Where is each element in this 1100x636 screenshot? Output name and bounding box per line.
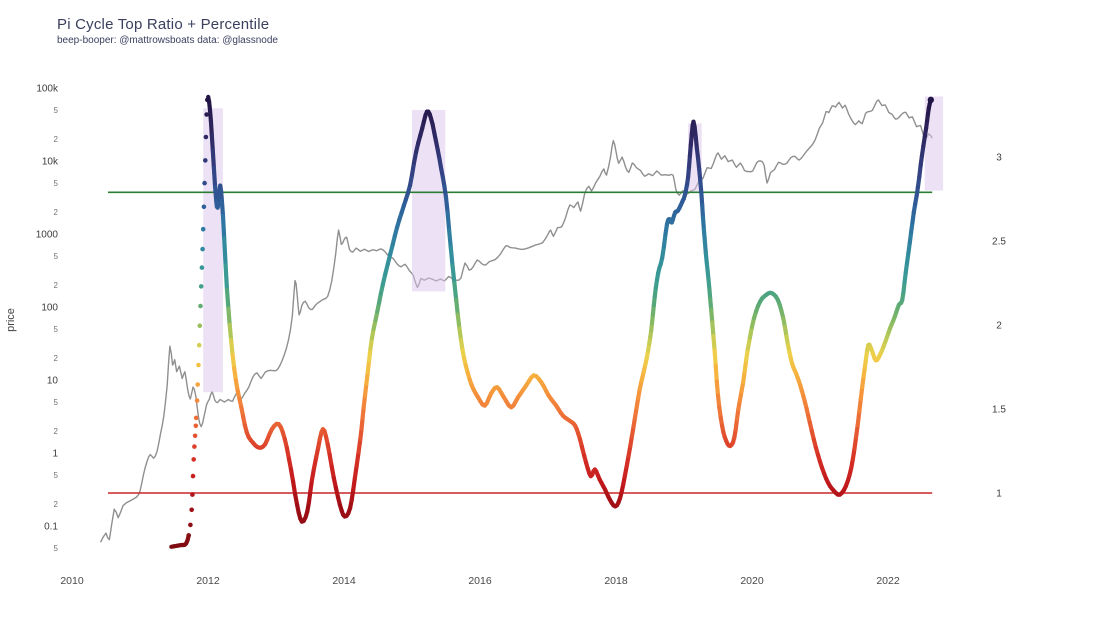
price-tick-label: 100k [36, 84, 59, 95]
ratio-dot [204, 112, 209, 117]
ratio-axis-labels: 3 2.5 2 1.5 1 [992, 153, 1006, 500]
price-minor-tick-label: 5 [54, 398, 59, 407]
year-tick-label: 2018 [604, 575, 628, 587]
price-minor-tick-label: 5 [54, 106, 59, 115]
ratio-dot [191, 457, 196, 462]
ratio-dot [203, 158, 208, 163]
price-tick-label: 1 [52, 449, 58, 460]
price-tick-label: 100 [41, 303, 58, 314]
ratio-dot [196, 342, 202, 348]
price-minor-tick-label: 2 [54, 500, 59, 509]
price-minor-tick-label: 5 [54, 179, 59, 188]
price-minor-tick-label: 2 [54, 135, 59, 144]
highlight-band [412, 110, 446, 292]
ratio-line [169, 94, 933, 549]
ratio-dot [200, 246, 205, 252]
ratio-tick-label: 2.5 [992, 237, 1006, 248]
chart-title: Pi Cycle Top Ratio + Percentile [57, 16, 270, 33]
ratio-dot [202, 180, 207, 186]
price-minor-tick-label: 2 [54, 354, 59, 363]
year-axis-labels: 2010 2012 2014 2016 2018 2020 2022 [60, 575, 900, 587]
ratio-dot [196, 362, 201, 368]
price-tick-label: 10k [42, 157, 59, 168]
ratio-dot [193, 415, 199, 421]
ratio-dot [201, 204, 207, 210]
year-tick-label: 2016 [468, 575, 492, 587]
year-tick-label: 2020 [740, 575, 764, 587]
ratio-line-end-dot [927, 96, 935, 104]
ratio-tick-label: 2 [996, 321, 1002, 332]
price-axis-labels: 100k 10k 1000 100 10 1 0.1 5 2 5 2 5 2 5 2 5 2 5 2 5 [36, 84, 59, 553]
price-minor-tick-label: 5 [54, 544, 59, 553]
ratio-dot [188, 522, 193, 528]
ratio-dot [200, 226, 206, 232]
ratio-dot [192, 444, 197, 449]
price-minor-tick-label: 5 [54, 471, 59, 480]
ratio-dot [193, 423, 199, 429]
ratio-dot [205, 97, 210, 103]
price-minor-tick-label: 2 [54, 427, 59, 436]
ratio-line-dots [186, 97, 210, 538]
ratio-dot [195, 382, 200, 387]
price-minor-tick-label: 2 [54, 208, 59, 217]
year-tick-label: 2012 [196, 575, 220, 587]
year-tick-label: 2014 [332, 575, 356, 587]
highlight-band [203, 108, 223, 393]
ratio-dot [199, 265, 205, 270]
ratio-dot [198, 303, 203, 309]
price-tick-label: 1000 [36, 230, 59, 241]
ratio-dot [189, 507, 194, 513]
ratio-tick-label: 1.5 [992, 405, 1006, 416]
ratio-dot [203, 134, 209, 140]
ratio-dot [190, 473, 196, 479]
price-minor-tick-label: 5 [54, 325, 59, 334]
price-minor-tick-label: 5 [54, 252, 59, 261]
highlight-bands [203, 96, 944, 393]
price-axis-title: price [5, 308, 17, 332]
chart-subtitle: beep-booper: @mattrowsboats data: @glass… [57, 35, 278, 46]
price-line [99, 99, 933, 543]
year-tick-label: 2022 [876, 575, 900, 587]
ratio-dot [198, 284, 204, 289]
ratio-dot [197, 323, 203, 329]
chart-header: Pi Cycle Top Ratio + Percentile beep-boo… [57, 16, 278, 46]
ratio-tick-label: 3 [996, 153, 1002, 164]
ratio-tick-label: 1 [996, 489, 1002, 500]
ratio-dot [192, 433, 198, 439]
ratio-dot [190, 492, 195, 497]
year-tick-label: 2010 [60, 575, 84, 587]
price-tick-label: 10 [47, 376, 59, 387]
ratio-dot [194, 398, 200, 403]
ratio-dot [186, 533, 191, 538]
price-tick-label: 0.1 [44, 522, 58, 533]
price-minor-tick-label: 2 [54, 281, 59, 290]
